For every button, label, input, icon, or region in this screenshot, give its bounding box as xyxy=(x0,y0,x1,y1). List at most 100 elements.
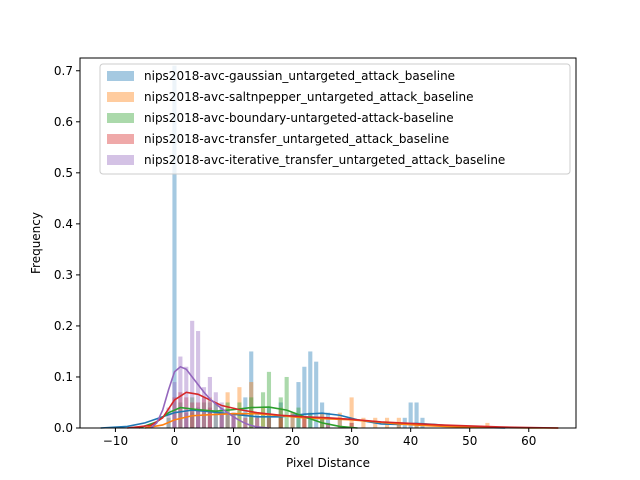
bar-series-1-17 xyxy=(485,422,490,428)
kde-line-series-1 xyxy=(144,412,559,429)
bar-series-3-13 xyxy=(302,417,307,428)
kde-line-series-2 xyxy=(138,406,358,429)
bar-series-4-2 xyxy=(178,356,183,428)
bar-series-0-9 xyxy=(266,407,272,428)
bar-series-0-8 xyxy=(255,412,260,428)
bar-series-1-3 xyxy=(237,387,242,428)
bar-series-4-7 xyxy=(207,376,212,428)
x-tick-label: 50 xyxy=(462,434,477,448)
bar-series-2-8 xyxy=(260,392,266,428)
legend: nips2018-avc-gaussian_untargeted_attack_… xyxy=(99,63,571,175)
bar-series-0-18 xyxy=(337,417,342,428)
legend-label-0: nips2018-avc-gaussian_untargeted_attack_… xyxy=(144,69,455,83)
bar-series-1-7 xyxy=(290,412,295,428)
bar-series-1-10 xyxy=(337,412,342,428)
bar-series-0-22 xyxy=(408,402,413,428)
bar-series-1-1 xyxy=(207,397,212,428)
bar-series-2-13 xyxy=(308,412,313,428)
y-tick-label: 0.4 xyxy=(54,217,73,231)
bar-series-3-7 xyxy=(219,412,224,428)
bar-series-4-6 xyxy=(201,387,207,428)
bar-series-4-8 xyxy=(213,392,218,428)
legend-label-2: nips2018-avc-boundary-untargeted-attack-… xyxy=(144,111,454,125)
bar-series-2-1 xyxy=(178,402,183,428)
bar-series-3-6 xyxy=(207,407,212,428)
legend-label-4: nips2018-avc-iterative_transfer_untarget… xyxy=(144,153,505,167)
bar-series-3-14 xyxy=(325,422,331,428)
bar-series-0-13 xyxy=(302,366,307,428)
bar-series-3-15 xyxy=(349,422,354,428)
bar-series-0-16 xyxy=(320,402,325,428)
x-tick-label: 30 xyxy=(344,434,359,448)
bar-series-0-12 xyxy=(296,382,301,428)
bar-series-4-0 xyxy=(166,407,171,428)
y-tick-label: 0.5 xyxy=(54,166,73,180)
legend-label-3: nips2018-avc-transfer_untargeted_attack_… xyxy=(144,132,449,146)
y-tick-label: 0.2 xyxy=(54,319,73,333)
bar-series-0-4 xyxy=(219,407,224,428)
axes-frame xyxy=(79,57,577,429)
bar-series-3-2 xyxy=(184,397,189,428)
bar-series-1-9 xyxy=(320,412,325,428)
bar-series-0-24 xyxy=(420,417,425,428)
legend-swatch-1 xyxy=(107,92,134,102)
bar-series-1-6 xyxy=(278,407,283,428)
legend-label-1: nips2018-avc-saltnpepper_untargeted_atta… xyxy=(144,90,473,104)
y-axis-label: Frequency xyxy=(29,212,43,274)
bar-series-0-1 xyxy=(184,412,189,428)
bar-series-3-11 xyxy=(266,417,272,428)
bar-series-3-5 xyxy=(201,397,207,428)
x-axis-ticks: −10 0 10 20 30 40 50 60 xyxy=(103,428,536,448)
y-axis-ticks: 0.0 0.1 0.2 0.3 0.4 0.5 0.6 0.7 xyxy=(54,64,80,435)
y-tick-label: 0.1 xyxy=(54,370,73,384)
bar-series-1-11 xyxy=(349,397,354,428)
kde-line-series-3 xyxy=(127,391,559,429)
bar-series-0-17 xyxy=(325,412,331,428)
x-tick-label: 0 xyxy=(171,434,179,448)
y-tick-label: 0.7 xyxy=(54,64,73,78)
bar-series-0-2 xyxy=(196,407,201,428)
bar-series-1-5 xyxy=(260,407,266,428)
y-tick-label: 0.3 xyxy=(54,268,73,282)
legend-swatch-3 xyxy=(107,134,134,144)
bar-series-0-5 xyxy=(231,412,236,428)
y-tick-label: 0.0 xyxy=(54,421,73,435)
bar-series-1-8 xyxy=(302,417,307,428)
x-tick-label: 10 xyxy=(226,434,241,448)
legend-box xyxy=(99,63,571,175)
kde-curves xyxy=(100,365,559,429)
bar-series-4-10 xyxy=(225,412,230,428)
bar-series-0-20 xyxy=(396,422,401,428)
bar-series-0-7 xyxy=(249,351,254,428)
x-axis-label: Pixel Distance xyxy=(286,456,370,470)
bar-series-0-15 xyxy=(314,361,319,428)
bar-series-2-7 xyxy=(249,397,254,428)
bar-series-4-9 xyxy=(219,402,224,428)
bar-series-0-0 xyxy=(172,65,177,428)
bar-series-1-4 xyxy=(249,382,254,428)
bar-series-3-1 xyxy=(178,392,183,428)
bar-series-0-14 xyxy=(308,351,313,428)
legend-swatch-4 xyxy=(107,155,134,165)
bar-series-4-1 xyxy=(172,382,177,428)
x-tick-label: 40 xyxy=(403,434,418,448)
bar-series-3-10 xyxy=(255,417,260,428)
bar-series-4-5 xyxy=(196,331,201,428)
bar-series-0-11 xyxy=(290,412,295,428)
x-tick-label: 60 xyxy=(521,434,536,448)
x-tick-label: 20 xyxy=(285,434,300,448)
x-tick-label: −10 xyxy=(103,434,128,448)
bar-series-1-0 xyxy=(190,412,195,428)
bar-series-2-10 xyxy=(278,397,283,428)
bar-series-2-9 xyxy=(266,371,272,428)
bar-series-0-23 xyxy=(414,402,419,428)
bar-series-4-11 xyxy=(231,417,236,428)
bar-series-2-5 xyxy=(225,402,230,428)
bar-series-0-19 xyxy=(349,422,354,428)
legend-swatch-0 xyxy=(107,71,134,81)
bar-series-4-4 xyxy=(190,320,195,428)
bar-series-2-2 xyxy=(190,397,195,428)
bar-series-3-12 xyxy=(278,417,283,428)
kde-line-series-4 xyxy=(150,365,270,429)
